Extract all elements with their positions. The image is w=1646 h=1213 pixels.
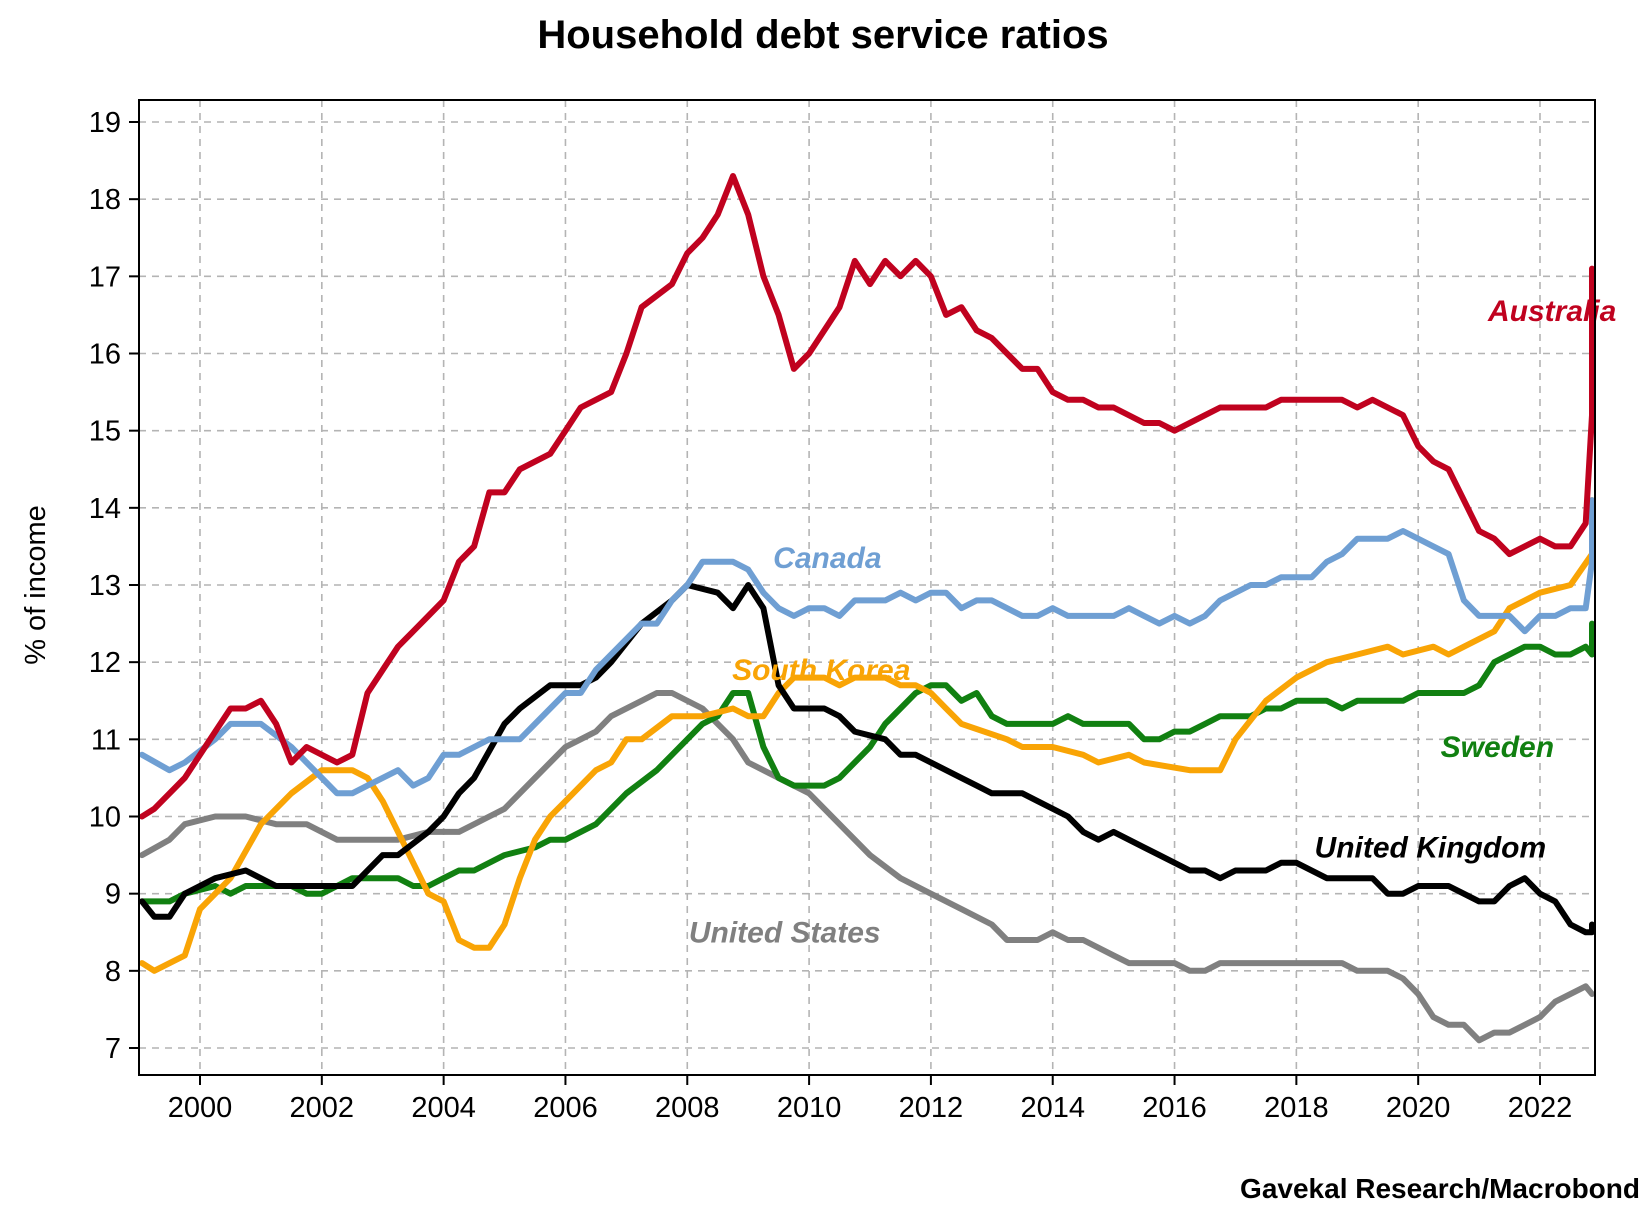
series-label-sweden: Sweden xyxy=(1441,731,1554,764)
series-line-united-kingdom xyxy=(139,582,1595,936)
chart-title: Household debt service ratios xyxy=(537,13,1108,57)
y-tick-label: 15 xyxy=(89,416,121,448)
y-tick-label: 19 xyxy=(89,107,121,139)
x-tick-label: 2010 xyxy=(777,1092,842,1124)
y-tick-label: 12 xyxy=(89,647,121,679)
y-tick-label: 11 xyxy=(91,724,121,756)
x-tick-label: 2002 xyxy=(290,1092,355,1124)
series-label-united-kingdom: United Kingdom xyxy=(1315,831,1547,864)
x-tick-label: 2020 xyxy=(1386,1092,1451,1124)
series-line-australia xyxy=(139,173,1595,820)
series-line-south-korea xyxy=(139,497,1595,974)
y-tick-label: 17 xyxy=(89,261,121,293)
x-tick-label: 2006 xyxy=(533,1092,598,1124)
y-tick-label: 7 xyxy=(105,1033,121,1065)
x-tick-label: 2022 xyxy=(1508,1092,1573,1124)
y-tick-label: 10 xyxy=(89,802,121,834)
series-label-united-states: United States xyxy=(689,916,881,949)
x-tick-label: 2004 xyxy=(411,1092,476,1124)
series-label-australia: Australia xyxy=(1487,295,1616,328)
axis-ticks: 7 8 9 10 11 12 13 14 15 16 17 18 19 2000 2002 2004 2006 2… xyxy=(89,107,1573,1124)
y-tick-label: 9 xyxy=(105,879,121,911)
x-tick-label: 2000 xyxy=(168,1092,233,1124)
x-tick-label: 2008 xyxy=(655,1092,720,1124)
x-tick-label: 2018 xyxy=(1264,1092,1329,1124)
x-tick-label: 2014 xyxy=(1020,1092,1085,1124)
grid xyxy=(139,100,1595,1075)
series-line-canada xyxy=(139,497,1595,797)
y-tick-label: 14 xyxy=(89,493,121,525)
y-tick-label: 8 xyxy=(105,956,121,988)
plot-area-frame xyxy=(138,99,1596,1076)
x-tick-label: 2012 xyxy=(899,1092,964,1124)
series-label-south-korea: South Korea xyxy=(732,654,910,687)
y-tick-label: 16 xyxy=(89,339,121,371)
source-note: Gavekal Research/Macrobond xyxy=(1240,1173,1640,1204)
series-lines xyxy=(139,173,1595,1044)
y-tick-label: 13 xyxy=(89,570,121,602)
y-axis-label: % of income xyxy=(20,505,52,665)
series-label-canada: Canada xyxy=(773,542,881,575)
x-tick-label: 2016 xyxy=(1142,1092,1207,1124)
y-tick-label: 18 xyxy=(89,184,121,216)
series-line-united-states xyxy=(139,690,1595,1044)
